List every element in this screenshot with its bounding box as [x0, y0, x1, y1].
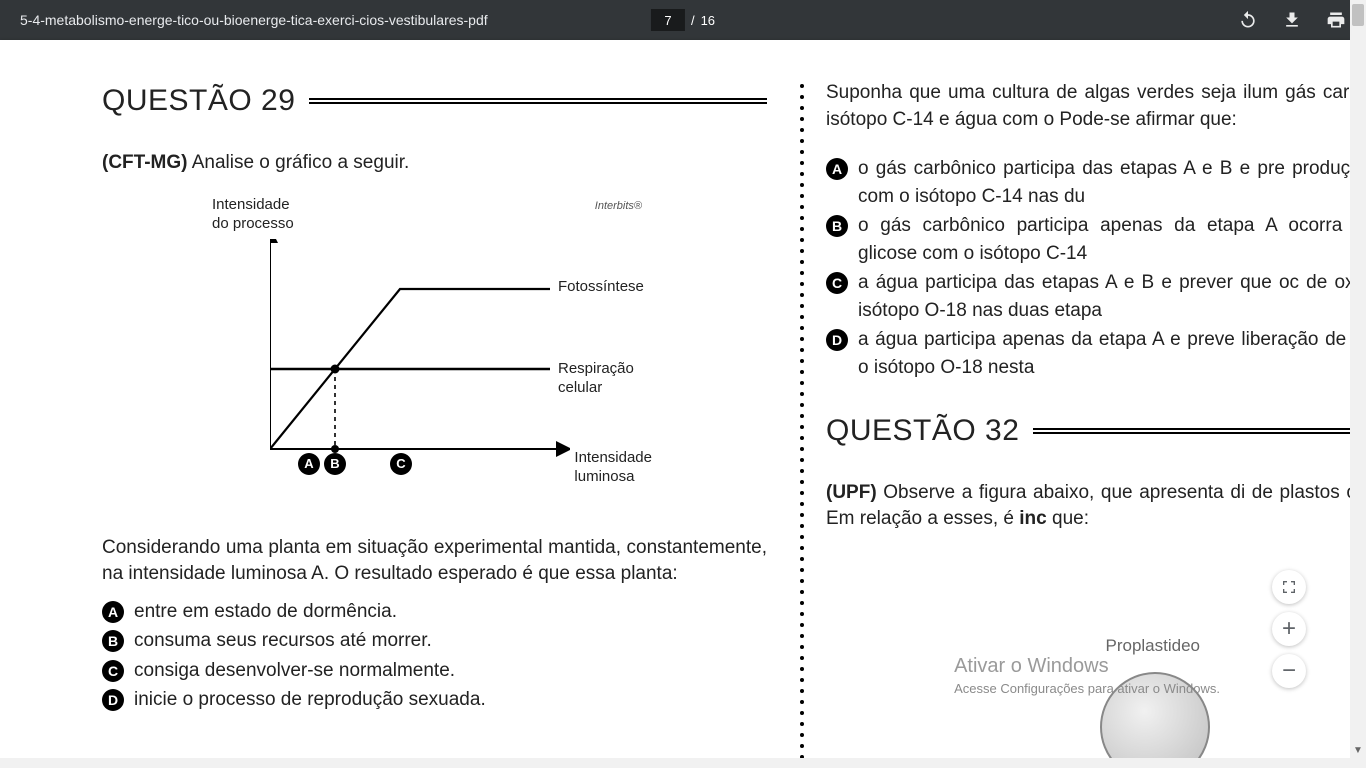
chart: Intensidadedo processo Interbits® [212, 195, 682, 515]
option-text: consiga desenvolver-se normalmente. [134, 657, 767, 685]
download-icon[interactable] [1282, 10, 1302, 30]
print-icon[interactable] [1326, 10, 1346, 30]
question-32-prompt: (UPF) Observe a figura abaixo, que apres… [826, 480, 1350, 533]
document-title: 5-4-metabolismo-energe-tico-ou-bioenerge… [20, 12, 488, 28]
option-letter: B [826, 215, 848, 237]
option-text: o gás carbônico participa das etapas A e… [858, 155, 1350, 210]
horizontal-scrollbar[interactable] [0, 758, 1350, 768]
option-text: consuma seus recursos até morrer. [134, 627, 767, 655]
watermark-line2: Acesse Configurações para ativar o Windo… [954, 680, 1220, 698]
pdf-toolbar: 5-4-metabolismo-energe-tico-ou-bioenerge… [0, 0, 1366, 40]
chart-svg [270, 239, 570, 465]
fit-page-icon [1281, 579, 1297, 595]
option-d: Dinicie o processo de reprodução sexuada… [102, 686, 767, 714]
option-c: Ca água participa das etapas A e B e pre… [826, 269, 1350, 324]
chart-watermark: Interbits® [595, 199, 642, 214]
option-b: Bo gás carbônico participa apenas da eta… [826, 212, 1350, 267]
zoom-out-button[interactable]: − [1272, 654, 1306, 688]
page-total: 16 [701, 13, 715, 28]
option-letter: C [826, 272, 848, 294]
right-intro: Suponha que uma cultura de algas verdes … [826, 80, 1350, 133]
column-divider [800, 84, 804, 758]
option-a: Aentre em estado de dormência. [102, 598, 767, 626]
option-text: inicie o processo de reprodução sexuada. [134, 686, 767, 714]
chart-series-label-fotossintese: Fotossíntese [558, 277, 644, 297]
option-a: Ao gás carbônico participa das etapas A … [826, 155, 1350, 210]
chart-x-axis-label: Intensidadeluminosa [574, 448, 652, 487]
chart-series-label-respiracao: Respiraçãocelular [558, 359, 634, 398]
scroll-thumb[interactable] [1352, 4, 1364, 26]
fit-page-button[interactable] [1272, 570, 1306, 604]
toolbar-actions [1238, 10, 1346, 30]
option-letter: D [102, 689, 124, 711]
options-list: Aentre em estado de dormência. Bconsuma … [102, 598, 767, 714]
page-number-input[interactable] [651, 9, 685, 31]
windows-activation-watermark: Ativar o Windows Acesse Configurações pa… [954, 652, 1220, 698]
vertical-scrollbar[interactable]: ▲ ▼ [1350, 0, 1366, 768]
option-letter: A [102, 601, 124, 623]
scroll-down-arrow[interactable]: ▼ [1350, 742, 1366, 758]
question-rule [309, 98, 767, 104]
option-b: Bconsuma seus recursos até morrer. [102, 627, 767, 655]
option-letter: A [826, 158, 848, 180]
chart-marker-a: A [298, 453, 320, 475]
right-column: Suponha que uma cultura de algas verdes … [826, 80, 1350, 533]
option-d: Da água participa apenas da etapa A e pr… [826, 326, 1350, 381]
question-32-source: (UPF) [826, 482, 877, 503]
option-letter: D [826, 329, 848, 351]
option-letter: B [102, 630, 124, 652]
chart-y-axis-label: Intensidadedo processo [212, 195, 294, 234]
chart-marker-c: C [390, 453, 412, 475]
page-content: QUESTÃO 29 (CFT-MG) Analise o gráfico a … [0, 40, 1350, 758]
question-prompt: (CFT-MG) Analise o gráfico a seguir. [102, 150, 767, 177]
chart-marker-b: B [324, 453, 346, 475]
question-header-32: QUESTÃO 32 [826, 410, 1350, 452]
page-separator: / [691, 13, 695, 28]
option-text: a água participa apenas da etapa A e pre… [858, 326, 1350, 381]
question-rule [1033, 428, 1350, 434]
question-number-32: QUESTÃO 32 [826, 410, 1019, 452]
left-column: QUESTÃO 29 (CFT-MG) Analise o gráfico a … [102, 80, 767, 716]
option-c: Cconsiga desenvolver-se normalmente. [102, 657, 767, 685]
option-text: entre em estado de dormência. [134, 598, 767, 626]
watermark-line1: Ativar o Windows [954, 652, 1220, 680]
page-indicator: / 16 [651, 9, 715, 31]
question-header: QUESTÃO 29 [102, 80, 767, 122]
rotate-icon[interactable] [1238, 10, 1258, 30]
right-options-list: Ao gás carbônico participa das etapas A … [826, 155, 1350, 381]
question-number: QUESTÃO 29 [102, 80, 295, 122]
option-text: a água participa das etapas A e B e prev… [858, 269, 1350, 324]
option-text: o gás carbônico participa apenas da etap… [858, 212, 1350, 267]
question-body: Considerando uma planta em situação expe… [102, 535, 767, 588]
pdf-page: QUESTÃO 29 (CFT-MG) Analise o gráfico a … [0, 40, 1350, 758]
question-source: (CFT-MG) [102, 152, 187, 173]
option-letter: C [102, 660, 124, 682]
zoom-in-button[interactable]: + [1272, 612, 1306, 646]
